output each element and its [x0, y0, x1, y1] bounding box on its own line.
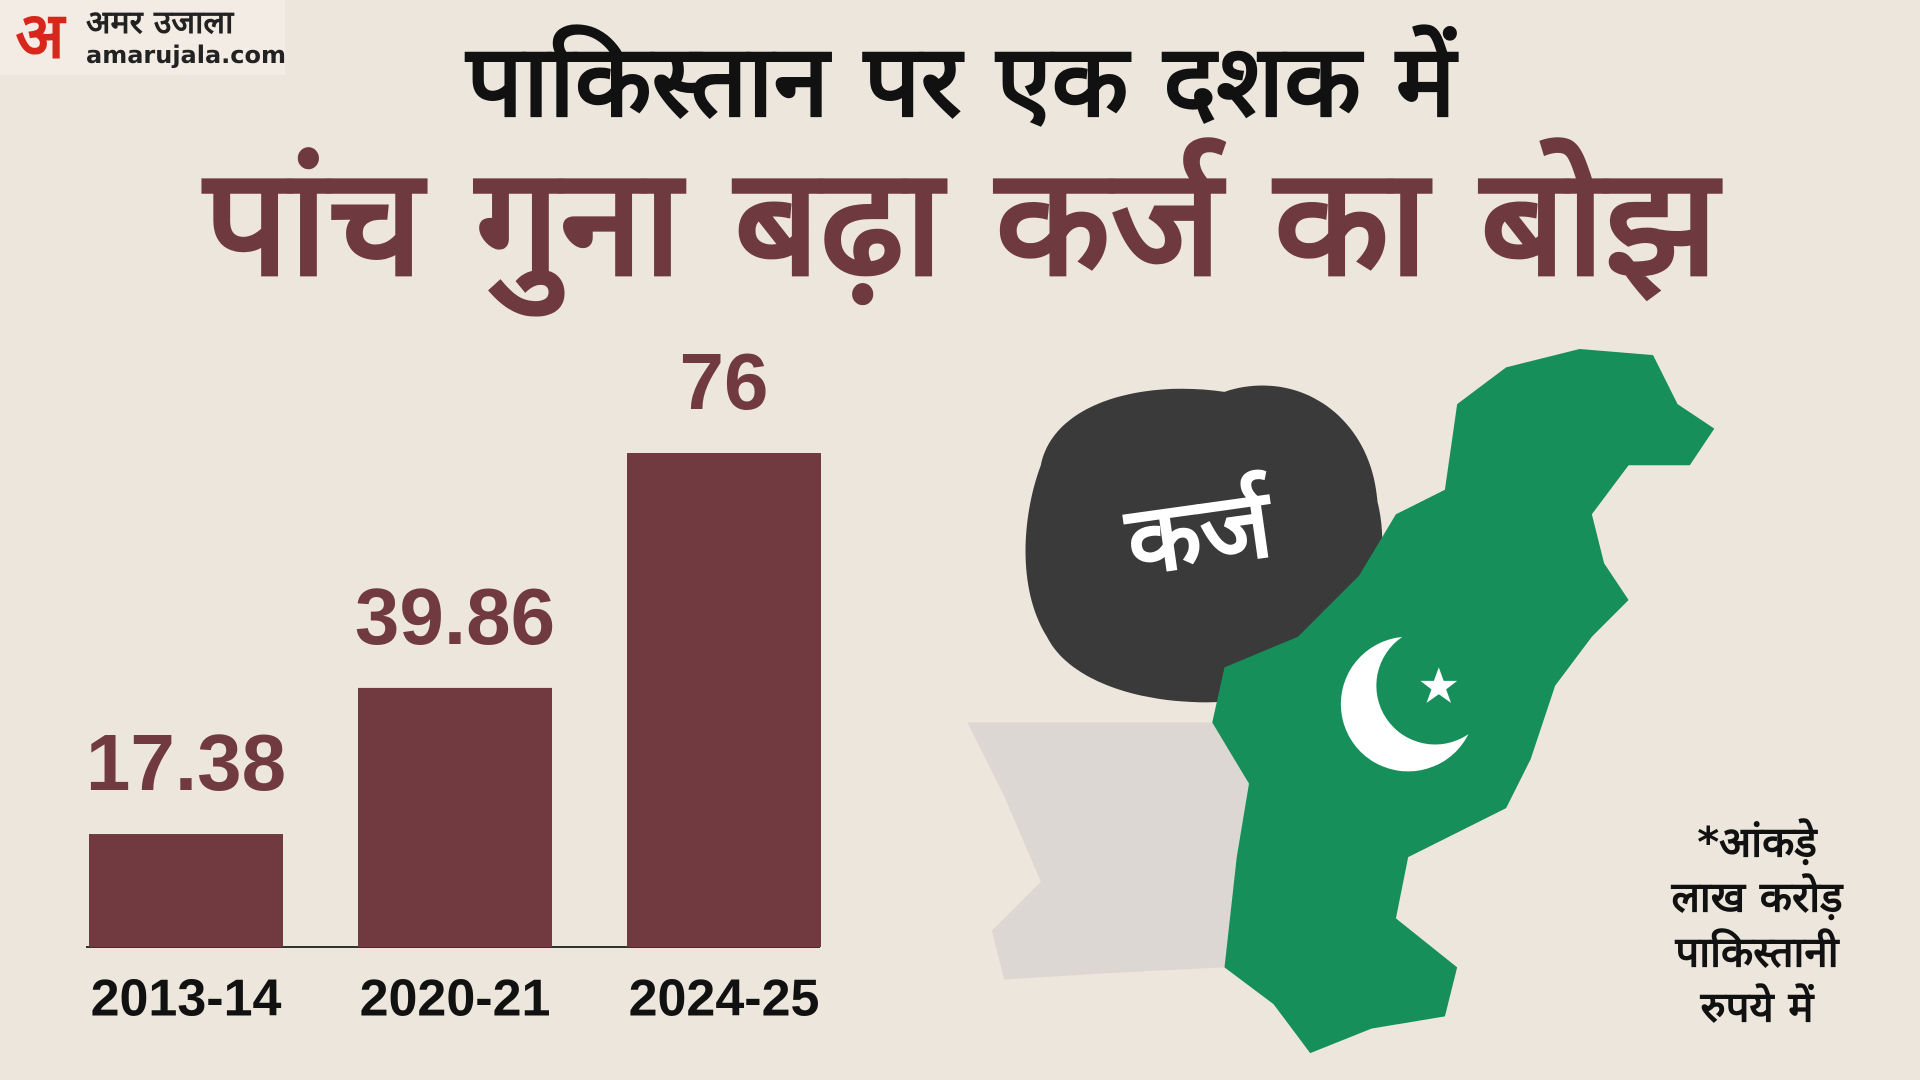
logo-letter: अ: [16, 0, 67, 74]
value-label: 17.38: [86, 718, 286, 807]
note-line: *आंकड़े: [1697, 818, 1818, 867]
bar: [89, 834, 283, 947]
chart-title: पाकिस्तान पर एक दशक में: [464, 22, 1459, 139]
sack-label: कर्ज: [1118, 466, 1281, 598]
logo: अ अमर उजाला amarujala.com: [0, 0, 286, 75]
bar: [627, 453, 821, 947]
star: [1420, 667, 1458, 703]
value-label: 39.86: [355, 572, 555, 661]
map-illustration: कर्ज: [967, 348, 1715, 1054]
debt-sack: [1025, 385, 1383, 703]
value-label: 76: [680, 337, 769, 426]
logo-box: [0, 0, 285, 75]
bar: [358, 687, 552, 947]
x-tick-label: 2020-21: [360, 970, 551, 1028]
logo-name: अमर उजाला: [86, 3, 235, 41]
x-tick-label: 2024-25: [629, 970, 820, 1028]
note-line: रुपये में: [1699, 983, 1815, 1032]
logo-site: amarujala.com: [86, 41, 286, 69]
neighbor-land: [967, 722, 1249, 980]
note-line: पाकिस्तानी: [1674, 928, 1840, 977]
note-line: लाख करोड़: [1670, 873, 1844, 922]
x-tick-label: 2013-14: [91, 970, 282, 1028]
bars: 17.38 2013-14 39.86 2020-21 76 2024-25: [86, 337, 821, 1028]
chart-subtitle: पांच गुना बढ़ा कर्ज का बोझ: [201, 136, 1723, 317]
note: *आंकड़े लाख करोड़ पाकिस्तानी रुपये में: [1670, 818, 1844, 1032]
